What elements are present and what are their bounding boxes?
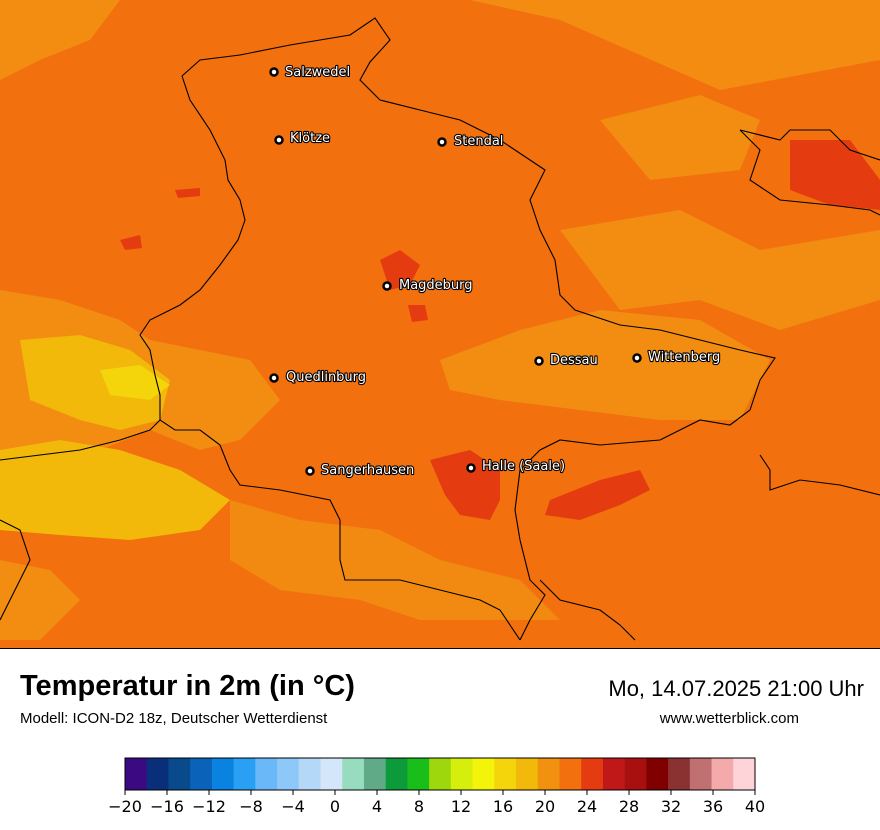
legend-tick-label: 8 [414,797,424,816]
legend-swatch [385,758,408,790]
legend-swatch [125,758,148,790]
legend-tick-label: 32 [661,797,681,816]
temperature-zones [0,0,880,640]
legend-swatch [646,758,669,790]
city-label: Sangerhausen [321,463,414,478]
city-label: Salzwedel [285,65,350,80]
city-halle-saale: Halle (Saale) [466,458,566,475]
legend-swatch [146,758,169,790]
legend-tick-label: 28 [619,797,639,816]
legend-swatch [733,758,756,790]
map-title: Temperatur in 2m (in °C) [20,670,355,702]
legend-tick-label: 0 [330,797,340,816]
legend-tick-label: 36 [703,797,723,816]
state-borders [0,17,880,641]
legend-swatch [277,758,300,790]
legend-swatch [472,758,495,790]
color-legend: −20 −16 −12 −8 −4 0 4 8 12 16 20 24 28 32 36 40 [108,757,765,816]
model-source: Modell: ICON-D2 18z, Deutscher Wetterdie… [20,710,328,727]
legend-tick-label: −12 [192,797,226,816]
legend-tick-label: −4 [281,797,305,816]
temperature-field [0,0,880,648]
legend-ticks: −20 −16 −12 −8 −4 0 4 8 12 16 20 24 28 32 36 40 [108,790,765,816]
city-dessau: Dessau [534,352,599,369]
city-magdeburg: Magdeburg [382,277,474,294]
legend-swatch [211,758,235,790]
legend-swatch [342,758,365,790]
legend-tick-label: 4 [372,797,382,816]
legend-swatch [668,758,691,790]
legend-swatch [320,758,343,790]
city-label: Wittenberg [648,350,720,365]
legend-swatch [559,758,582,790]
city-kloetze: Klötze [274,130,331,147]
legend-swatch [602,758,626,790]
city-salzwedel: Salzwedel [269,64,351,81]
legend-swatch [190,758,213,790]
legend-swatch [363,758,387,790]
website-link[interactable]: www.wetterblick.com [659,710,799,727]
legend-swatch [581,758,604,790]
city-sangerhausen: Sangerhausen [305,462,415,479]
legend-swatch [407,758,430,790]
city-quedlinburg: Quedlinburg [269,369,367,386]
legend-swatch [168,758,191,790]
legend-tick-label: 40 [745,797,765,816]
city-label: Dessau [550,353,598,368]
legend-swatch [494,758,517,790]
city-label: Halle (Saale) [482,459,565,474]
city-stendal: Stendal [437,133,505,150]
legend-swatch [429,758,452,790]
legend-swatch [711,758,734,790]
legend-swatch [624,758,647,790]
legend-tick-label: −8 [239,797,263,816]
legend-swatch [516,758,539,790]
city-label: Klötze [290,131,330,146]
legend-swatch [298,758,322,790]
legend-swatches [125,758,756,790]
legend-swatch [450,758,474,790]
legend-tick-label: 12 [451,797,471,816]
legend-swatch [537,758,560,790]
legend-swatch [689,758,713,790]
legend-frame [124,757,756,791]
legend-tick-label: 20 [535,797,555,816]
legend-tick-label: −20 [108,797,142,816]
temperature-map: Salzwedel Klötze Stendal Magdeburg Dessa… [0,0,880,649]
city-label: Magdeburg [399,278,473,293]
city-wittenberg: Wittenberg [632,349,721,366]
city-label: Stendal [454,134,503,149]
legend-tick-label: −16 [150,797,184,816]
forecast-datetime: Mo, 14.07.2025 21:00 Uhr [608,676,864,701]
city-label: Quedlinburg [286,370,366,385]
legend-swatch [233,758,256,790]
legend-tick-label: 16 [493,797,513,816]
legend-swatch [255,758,278,790]
legend-tick-label: 24 [577,797,597,816]
